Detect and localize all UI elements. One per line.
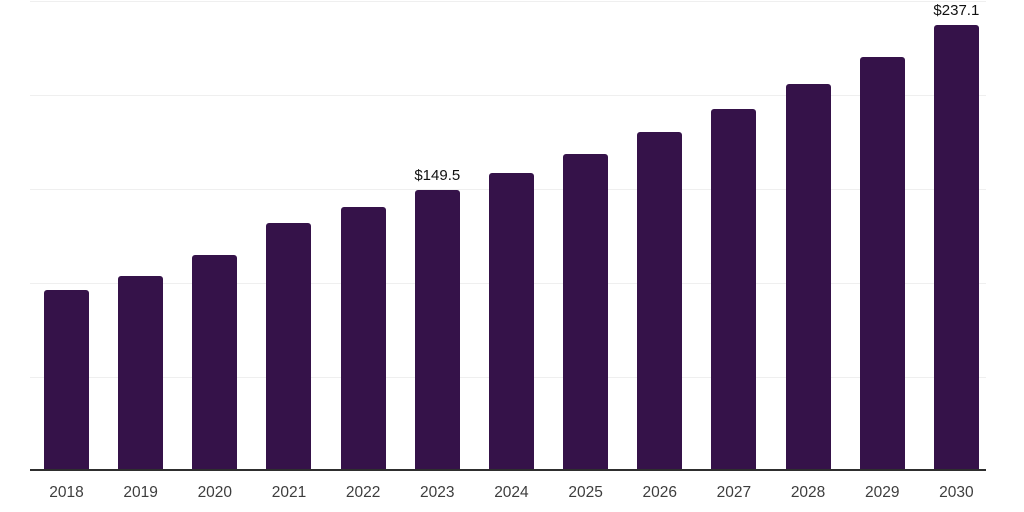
bar-2022 (340, 207, 386, 471)
x-axis-label-2027: 2027 (716, 484, 752, 501)
bar-2027 (711, 109, 757, 471)
bar-2019 (118, 275, 164, 471)
bar-2018 (44, 289, 89, 471)
x-axis-label-2025: 2025 (568, 484, 603, 501)
plot-area: $149.5 $237.1 (30, 1, 986, 471)
x-label-cell-2030: 2030 (934, 483, 979, 503)
x-label-cell-2025: 2025 (563, 483, 608, 503)
bar-value-label-2030: $237.1 (933, 2, 980, 20)
x-label-cell-2021: 2021 (266, 483, 311, 503)
bar-2023 (414, 189, 460, 471)
x-axis-label-2019: 2019 (123, 484, 158, 501)
bar-cell-2020 (192, 1, 238, 471)
bar-2020 (192, 254, 238, 471)
x-label-cell-2020: 2020 (192, 483, 237, 503)
x-label-cell-2026: 2026 (637, 483, 682, 503)
x-axis-label-2021: 2021 (271, 484, 307, 501)
x-axis-label-2030: 2030 (939, 484, 974, 501)
bar-cell-2028 (785, 1, 831, 471)
x-axis-label-2022: 2022 (345, 484, 381, 501)
x-label-cell-2018: 2018 (44, 483, 89, 503)
bar-2030 (933, 25, 979, 471)
bar-2024 (488, 173, 534, 471)
bars-row: $149.5 $237.1 (30, 1, 986, 471)
bar-2028 (785, 83, 831, 471)
x-axis-label-2028: 2028 (790, 484, 826, 501)
gridline-250 (30, 1, 986, 2)
gridline-200 (30, 95, 986, 96)
x-label-cell-2023: 2023 (415, 483, 460, 503)
x-axis-labels: 2018 2019 2020 2021 2022 2023 2024 2025 2026 2027… (30, 483, 986, 503)
bar-cell-2023: $149.5 (414, 1, 461, 471)
x-label-cell-2027: 2027 (711, 483, 756, 503)
x-axis-label-2023: 2023 (420, 484, 455, 501)
x-axis-label-2020: 2020 (197, 484, 233, 501)
bar-cell-2021 (266, 1, 312, 471)
x-label-cell-2019: 2019 (118, 483, 163, 503)
bar-cell-2027 (711, 1, 757, 471)
bar-cell-2018 (44, 1, 89, 471)
x-axis-label-2024: 2024 (494, 484, 529, 501)
bar-cell-2030: $237.1 (933, 1, 980, 471)
bar-cell-2024 (488, 1, 534, 471)
bar-cell-2026 (637, 1, 683, 471)
x-axis-label-2026: 2026 (642, 484, 677, 501)
x-label-cell-2028: 2028 (786, 483, 831, 503)
bar-2026 (637, 132, 683, 471)
bar-2029 (859, 56, 905, 471)
bar-cell-2025 (563, 1, 609, 471)
x-label-cell-2029: 2029 (860, 483, 905, 503)
bar-cell-2019 (118, 1, 164, 471)
x-label-cell-2022: 2022 (341, 483, 386, 503)
bar-value-label-2023: $149.5 (414, 166, 461, 184)
bar-cell-2022 (340, 1, 386, 471)
x-axis-line (30, 469, 986, 471)
bar-cell-2029 (859, 1, 905, 471)
bar-2021 (266, 223, 312, 471)
bar-2025 (563, 154, 609, 471)
x-axis-label-2018: 2018 (49, 484, 84, 501)
x-axis-label-2029: 2029 (864, 484, 900, 501)
x-label-cell-2024: 2024 (489, 483, 534, 503)
